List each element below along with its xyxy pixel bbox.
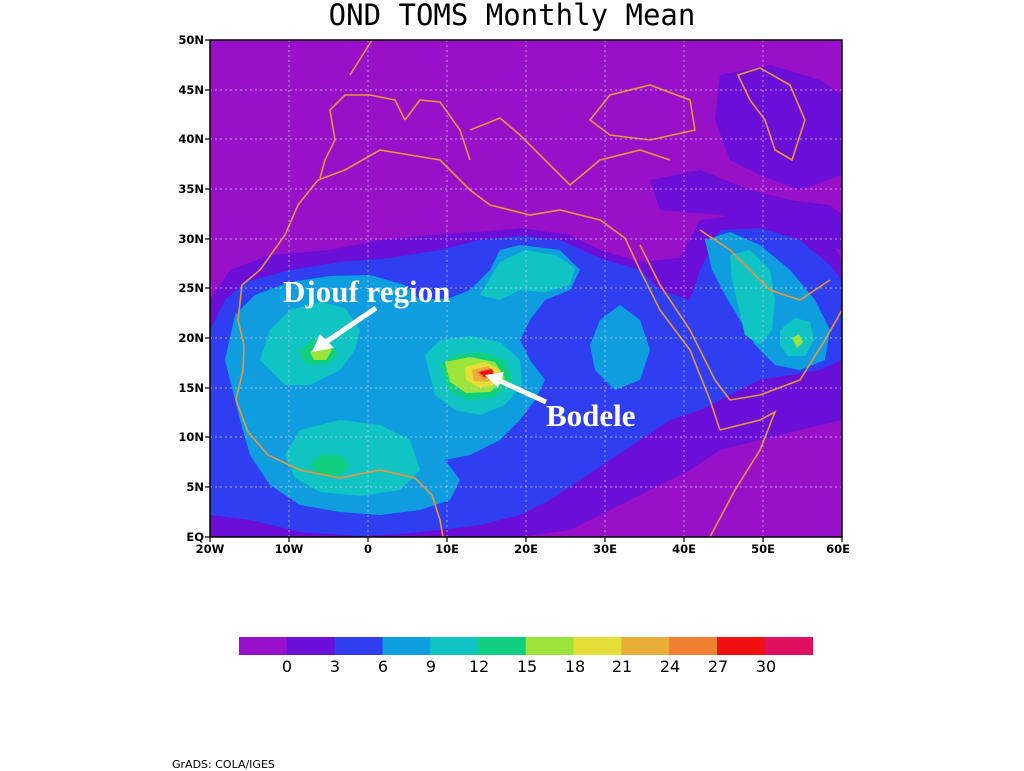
lon-tick-label: 10W <box>275 542 304 556</box>
lon-axis: 20W 10W 0 10E 20E 30E 40E 50E 60E <box>196 537 850 556</box>
lon-tick-label: 20W <box>196 542 225 556</box>
colorbar-swatch <box>382 637 431 655</box>
coast-black-sea <box>588 84 696 141</box>
djouf-arrow-head <box>312 334 334 352</box>
djouf-arrow-shaft <box>324 305 378 345</box>
coast-caspian <box>736 67 806 162</box>
bodele-arrow-shaft <box>496 377 548 405</box>
djouf-label: Djouf region <box>283 274 450 309</box>
colorbar-label: 30 <box>756 657 776 676</box>
colorbar-label: 27 <box>708 657 728 676</box>
grads-footer: GrADS: COLA/IGES <box>172 758 275 771</box>
lat-tick-label: 30N <box>178 232 204 246</box>
lat-tick-label: 40N <box>178 132 204 146</box>
lon-tick-label: 50E <box>751 542 775 556</box>
lat-axis: EQ 5N 10N 15N 20N 25N 30N 35N 40N 45N 50… <box>178 33 210 544</box>
colorbar-swatch <box>621 637 670 655</box>
lat-tick-label: 10N <box>178 430 204 444</box>
lat-tick-label: 20N <box>178 331 204 345</box>
lat-tick-label: 35N <box>178 182 204 196</box>
bodele-label: Bodele <box>546 398 636 433</box>
colorbar-swatch <box>764 637 814 655</box>
aerosol-field <box>210 40 842 537</box>
colorbar: 0 3 6 9 12 15 18 21 24 27 30 <box>239 637 814 676</box>
coast-iberia <box>319 94 406 179</box>
colorbar-label: 9 <box>426 657 436 676</box>
chart-title: OND TOMS Monthly Mean <box>328 0 696 32</box>
field-level-4-libya <box>480 250 575 300</box>
colorbar-label: 12 <box>469 657 489 676</box>
coast-arabia <box>699 229 842 401</box>
field-level-6-oman <box>792 334 803 348</box>
lon-tick-label: 0 <box>364 542 372 556</box>
coast-west-africa <box>235 179 444 537</box>
lat-tick-label: 50N <box>178 33 204 47</box>
lon-tick-label: 20E <box>514 542 538 556</box>
field-level-5-south <box>310 455 350 475</box>
field-level-1-east <box>650 170 842 250</box>
bodele-arrow-head <box>485 372 504 388</box>
lon-tick-label: 40E <box>672 542 696 556</box>
lat-tick-label: 15N <box>178 381 204 395</box>
colorbar-label: 6 <box>378 657 388 676</box>
colorbar-swatches <box>239 637 814 655</box>
lat-tick-label: EQ <box>186 530 204 544</box>
colorbar-label: 15 <box>517 657 537 676</box>
colorbar-swatch <box>573 637 622 655</box>
lat-tick-label: 25N <box>178 281 204 295</box>
colorbar-swatch <box>525 637 575 655</box>
colorbar-swatch <box>669 637 718 655</box>
coastlines <box>235 40 842 537</box>
coast-red-sea <box>624 237 731 431</box>
colorbar-swatch <box>430 637 479 655</box>
annotation-djouf: Djouf region <box>283 274 450 352</box>
lon-tick-label: 10E <box>435 542 459 556</box>
colorbar-swatch <box>286 637 336 655</box>
colorbar-swatch <box>334 637 383 655</box>
lat-tick-label: 45N <box>178 83 204 97</box>
field-level-1-north <box>715 65 842 190</box>
field-level-4-arabia <box>730 250 775 345</box>
lon-tick-label: 30E <box>593 542 617 556</box>
field-level-4-south <box>285 420 420 496</box>
colorbar-swatch <box>239 637 288 655</box>
graticule <box>210 40 842 537</box>
colorbar-swatch <box>717 637 766 655</box>
colorbar-swatch <box>478 637 527 655</box>
lon-tick-label: 60E <box>826 542 850 556</box>
colorbar-label: 3 <box>330 657 340 676</box>
lat-tick-label: 5N <box>186 480 204 494</box>
colorbar-label: 24 <box>660 657 680 676</box>
colorbar-label: 18 <box>565 657 585 676</box>
annotation-bodele: Bodele <box>485 372 636 433</box>
coast-horn <box>709 410 777 537</box>
colorbar-label: 0 <box>282 657 292 676</box>
colorbar-label: 21 <box>612 657 632 676</box>
